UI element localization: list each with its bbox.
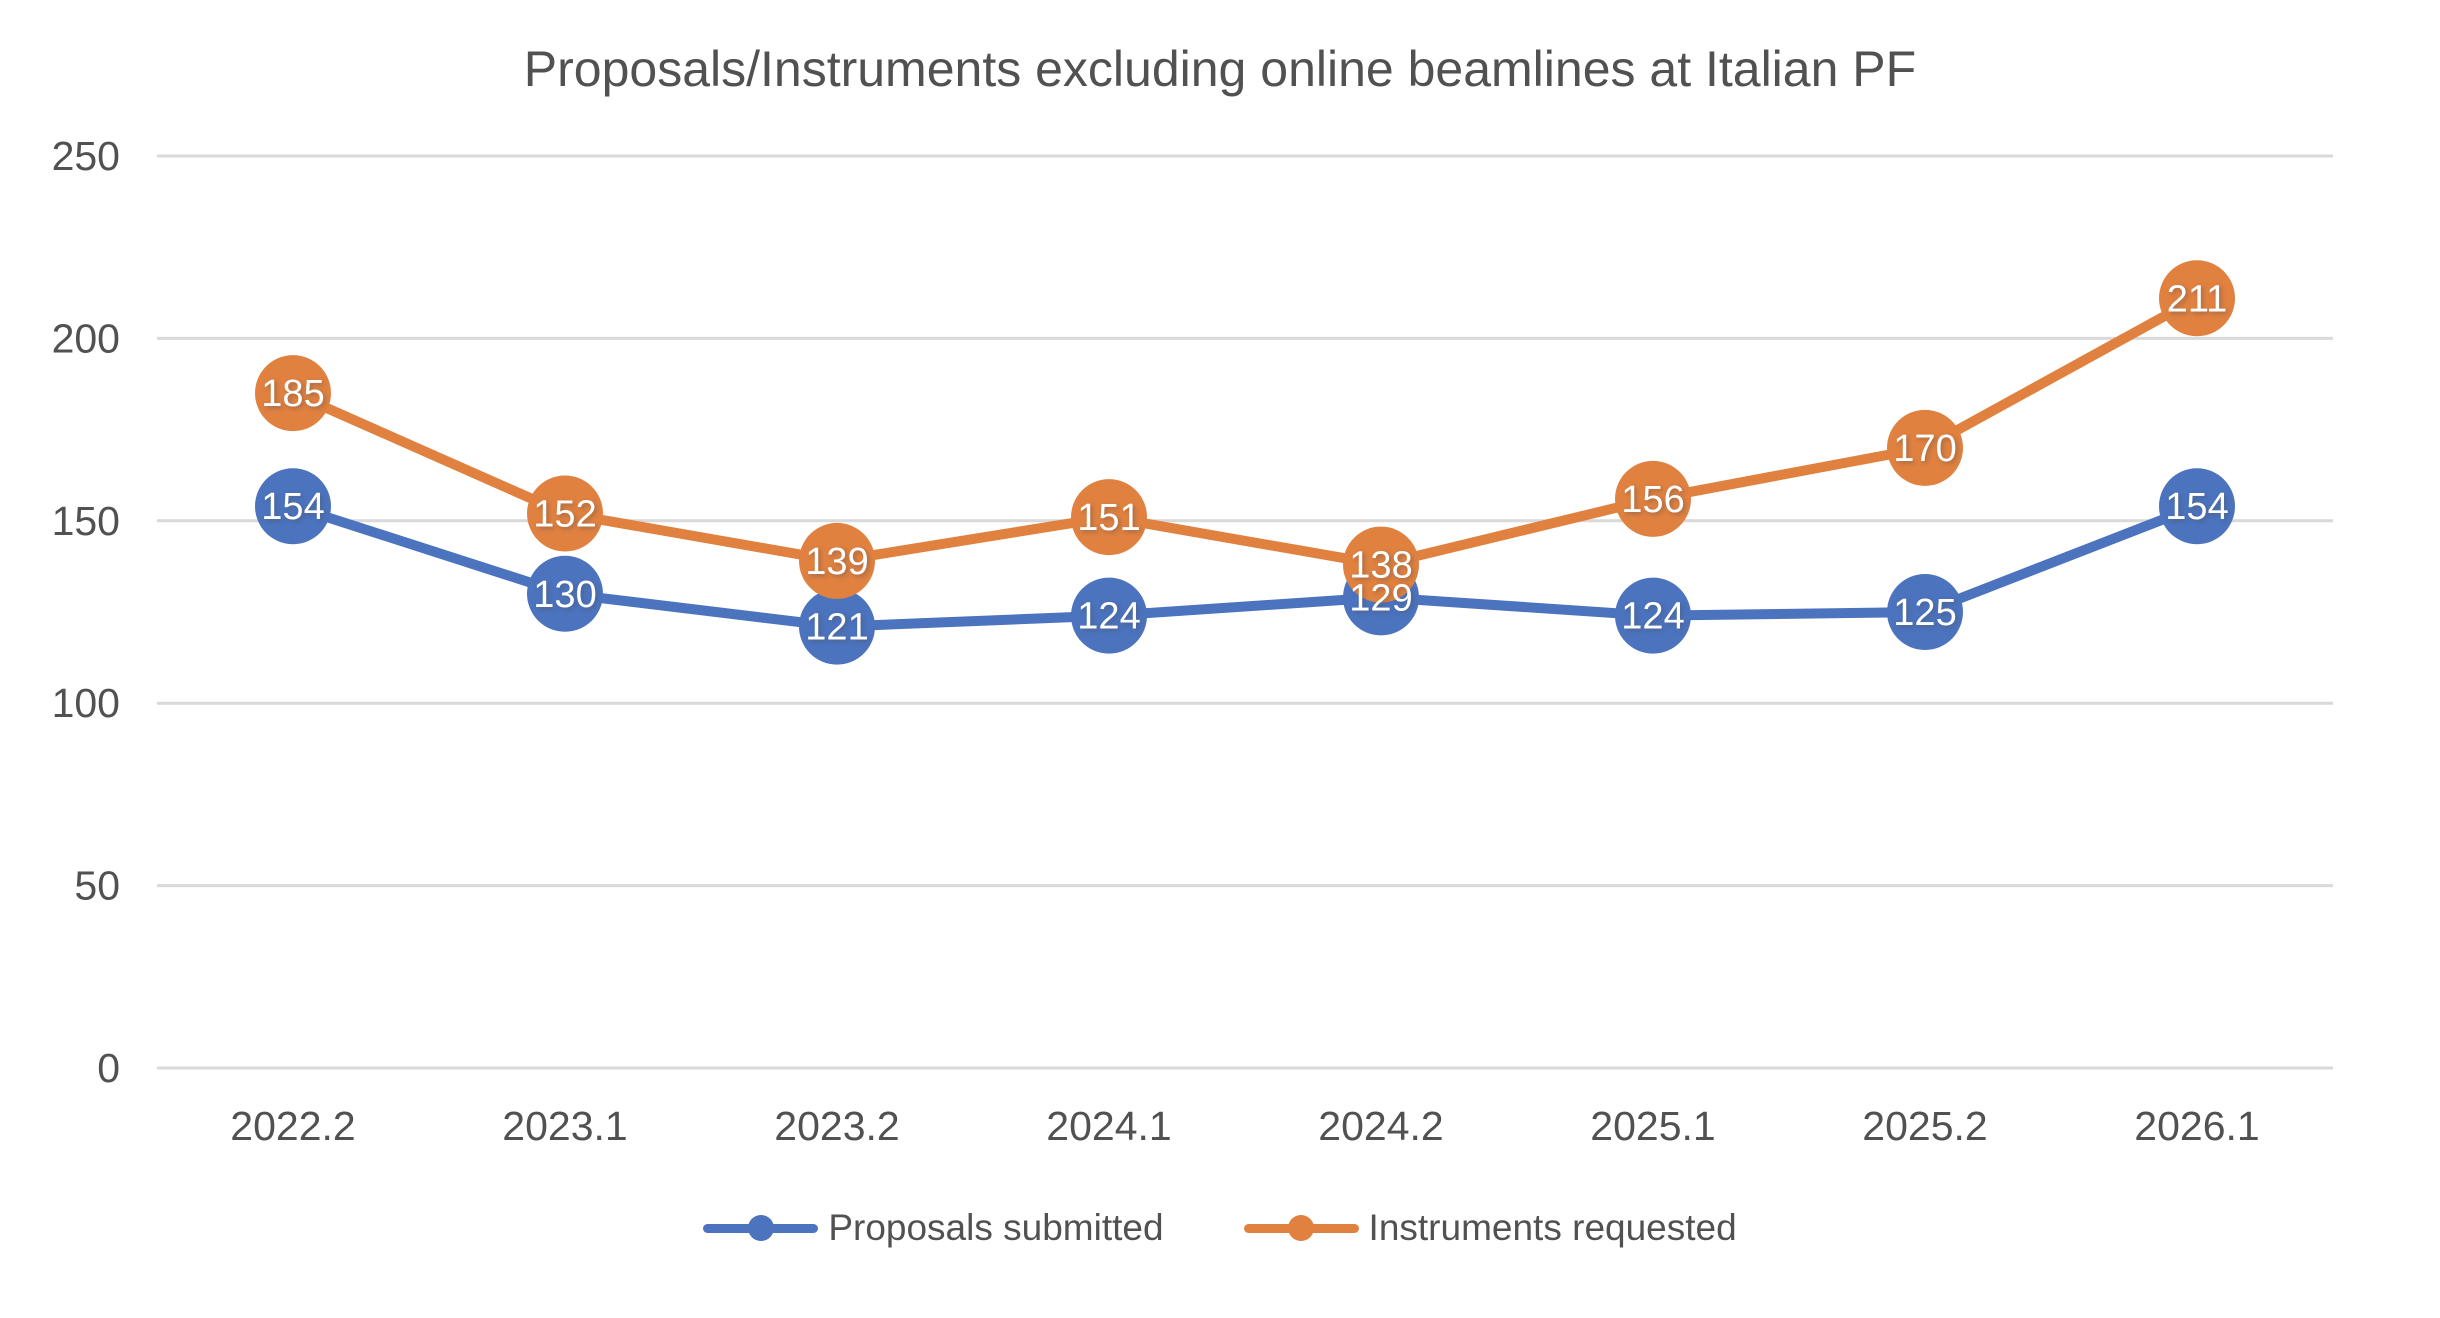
legend-item-proposals-submitted: Proposals submitted	[703, 1207, 1164, 1249]
data-point-label-instruments-requested: 185	[261, 373, 324, 415]
legend-item-instruments-requested: Instruments requested	[1243, 1207, 1737, 1249]
legend-label-proposals-submitted: Proposals submitted	[828, 1207, 1164, 1248]
data-point-label-instruments-requested: 211	[2167, 278, 2228, 320]
data-point-label-instruments-requested: 152	[533, 494, 596, 536]
legend-marker-proposals-submitted-icon	[703, 1215, 819, 1241]
legend-label-instruments-requested: Instruments requested	[1368, 1207, 1737, 1248]
data-point-marker-instruments-requested	[1615, 460, 1691, 537]
data-point-marker-instruments-requested	[1887, 409, 1963, 486]
data-point-marker-proposals-submitted	[1887, 574, 1963, 650]
data-point-marker-instruments-requested	[2159, 260, 2235, 337]
x-tick-label: 2025.1	[1590, 1103, 1715, 1149]
x-tick-label: 2023.1	[502, 1103, 627, 1149]
x-tick-label: 2023.2	[774, 1103, 899, 1149]
data-point-label-proposals-submitted: 124	[1077, 596, 1140, 638]
x-tick-label: 2022.2	[230, 1103, 355, 1149]
data-point-label-instruments-requested: 151	[1077, 497, 1140, 539]
legend: Proposals submitted Instruments requeste…	[0, 1200, 2440, 1256]
y-tick-label: 250	[52, 133, 120, 179]
data-point-label-instruments-requested: 170	[1893, 428, 1956, 470]
series-line-proposals-submitted	[288, 501, 2202, 632]
data-point-label-proposals-submitted: 129	[1349, 577, 1412, 619]
x-tick-label: 2026.1	[2134, 1103, 2259, 1149]
data-point-marker-proposals-submitted	[799, 588, 875, 665]
y-tick-label: 200	[52, 315, 120, 361]
data-point-label-proposals-submitted: 124	[1621, 596, 1684, 638]
data-point-marker-proposals-submitted	[255, 468, 331, 545]
y-tick-label: 0	[97, 1045, 120, 1091]
data-point-marker-instruments-requested	[1343, 526, 1419, 603]
data-point-marker-instruments-requested	[799, 522, 875, 599]
data-point-label-proposals-submitted: 125	[1893, 592, 1956, 634]
y-tick-label: 50	[74, 863, 120, 909]
legend-marker-instruments-requested-icon	[1243, 1215, 1359, 1241]
x-tick-label: 2025.2	[1862, 1103, 1987, 1149]
data-point-marker-proposals-submitted	[527, 555, 603, 632]
series-line-instruments-requested	[288, 293, 2202, 570]
data-point-label-proposals-submitted: 154	[261, 486, 324, 528]
data-point-marker-instruments-requested	[1071, 479, 1147, 556]
data-point-marker-proposals-submitted	[1615, 577, 1691, 654]
data-point-label-instruments-requested: 139	[805, 541, 868, 583]
x-tick-label: 2024.2	[1318, 1103, 1443, 1149]
data-point-label-instruments-requested: 138	[1349, 545, 1412, 587]
data-point-label-proposals-submitted: 121	[805, 607, 868, 649]
data-point-marker-instruments-requested	[527, 475, 603, 552]
data-point-marker-instruments-requested	[255, 355, 331, 432]
data-point-label-proposals-submitted: 154	[2165, 486, 2228, 528]
y-tick-label: 150	[52, 498, 120, 544]
y-tick-label: 100	[52, 680, 120, 726]
data-point-marker-proposals-submitted	[1071, 577, 1147, 654]
x-tick-label: 2024.1	[1046, 1103, 1171, 1149]
chart-title: Proposals/Instruments excluding online b…	[523, 41, 1917, 97]
data-point-label-proposals-submitted: 130	[533, 574, 596, 616]
data-point-label-instruments-requested: 156	[1621, 479, 1684, 521]
plot-area: 0 50 100 150 200 250 2022.2 2023.1 2023.2 2024.1 2…	[52, 133, 2333, 1149]
data-point-marker-proposals-submitted	[2159, 468, 2235, 545]
